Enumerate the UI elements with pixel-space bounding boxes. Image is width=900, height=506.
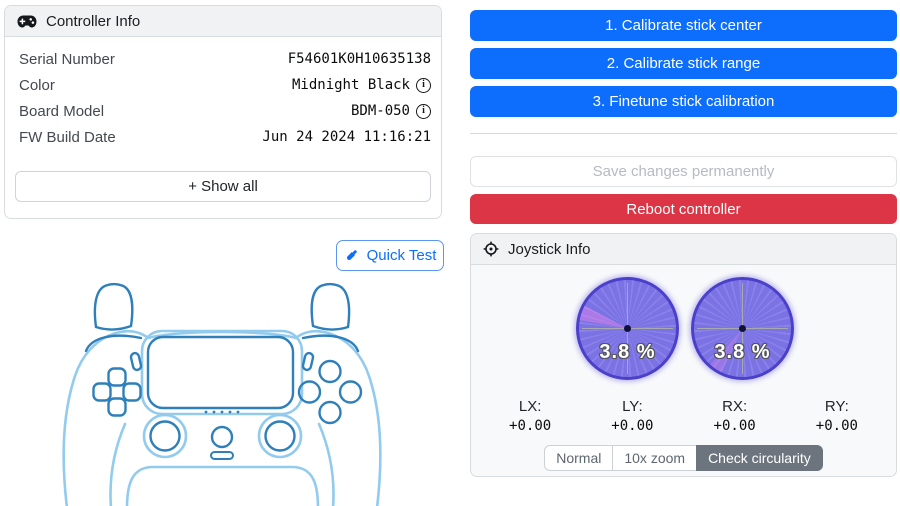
quick-test-label: Quick Test <box>366 247 437 264</box>
stick-position-dot <box>624 325 631 332</box>
axis-value: +0.00 <box>611 418 654 434</box>
axis-label: LX: <box>518 398 542 415</box>
ps-button <box>210 425 234 449</box>
mode-normal-button[interactable]: Normal <box>544 445 614 471</box>
left-stick-ring <box>142 413 188 459</box>
controller-info-title: Controller Info <box>46 12 141 30</box>
axis-ly: LY: +0.00 <box>581 398 683 434</box>
info-value: Jun 24 2024 11:16:21 <box>262 129 431 145</box>
axis-value: +0.00 <box>815 418 858 434</box>
info-value: BDM-050 <box>351 103 431 119</box>
info-row-serial: Serial Number F54601K0H10635138 <box>5 46 441 72</box>
stick-position-dot <box>739 325 746 332</box>
calibrate-stick-center-button[interactable]: 1. Calibrate stick center <box>470 10 897 41</box>
axis-value: +0.00 <box>713 418 756 434</box>
axis-readouts: LX: +0.00 LY: +0.00 RX: +0.00 RY: +0.00 <box>471 398 896 434</box>
cross-button <box>318 400 342 425</box>
info-row-color: Color Midnight Black <box>5 72 441 98</box>
left-bumper <box>84 334 143 353</box>
axis-label: LY: <box>622 398 643 415</box>
right-trigger <box>310 282 351 331</box>
test-vial-icon <box>344 248 359 263</box>
left-trigger <box>93 282 134 331</box>
axis-value: +0.00 <box>509 418 552 434</box>
speaker-dots <box>204 410 240 414</box>
calibrate-stick-range-button[interactable]: 2. Calibrate stick range <box>470 48 897 79</box>
reboot-controller-button[interactable]: Reboot controller <box>470 194 897 224</box>
mode-check-circularity-button[interactable]: Check circularity <box>696 445 823 471</box>
gamepad-icon <box>17 15 37 28</box>
controller-info-header: Controller Info <box>5 6 441 37</box>
info-icon[interactable] <box>416 103 431 119</box>
right-stick-ring <box>257 413 303 459</box>
info-label: Color <box>19 76 55 94</box>
info-label: Board Model <box>19 102 105 120</box>
info-value: Midnight Black <box>292 77 431 93</box>
info-row-board: Board Model BDM-050 <box>5 98 441 124</box>
joystick-info-title: Joystick Info <box>508 240 591 258</box>
divider <box>470 133 897 134</box>
square-button <box>297 380 322 404</box>
crosshair-icon <box>483 241 499 257</box>
right-stick <box>264 420 296 452</box>
right-circularity-error: 3.8 % <box>714 341 771 363</box>
right-grip-seam <box>317 422 335 506</box>
circle-button <box>338 380 363 404</box>
save-changes-button[interactable]: Save changes permanently <box>470 156 897 187</box>
stick-view-mode-group: Normal 10x zoom Check circularity <box>471 445 896 471</box>
axis-lx: LX: +0.00 <box>479 398 581 434</box>
left-grip-seam <box>109 422 127 506</box>
info-label: FW Build Date <box>19 128 116 146</box>
info-value: F54601K0H10635138 <box>287 51 431 67</box>
axis-label: RY: <box>824 398 849 415</box>
info-icon[interactable] <box>416 77 431 93</box>
axis-label: RX: <box>722 398 748 415</box>
controller-illustration <box>62 282 382 506</box>
options-button <box>301 351 315 372</box>
dpad-right <box>122 382 142 402</box>
create-button <box>129 351 143 372</box>
info-label: Serial Number <box>19 50 115 68</box>
axis-ry: RY: +0.00 <box>786 398 888 434</box>
mode-10x-zoom-button[interactable]: 10x zoom <box>612 445 698 471</box>
right-bumper <box>301 334 360 353</box>
triangle-button <box>318 359 342 384</box>
controller-info-card: Controller Info Serial Number F54601K0H1… <box>4 5 442 219</box>
mic-mute-button <box>210 451 234 460</box>
bottom-panel-seam <box>125 465 320 506</box>
show-all-button[interactable]: + Show all <box>15 171 431 202</box>
touchpad-seam <box>140 329 304 416</box>
dpad-down <box>107 397 127 417</box>
axis-rx: RX: +0.00 <box>684 398 786 434</box>
left-stick <box>149 420 181 452</box>
joystick-info-card: Joystick Info 3.8 % 3.8 % LX: +0.00 LY: … <box>470 233 897 477</box>
dpad-left <box>92 382 112 402</box>
quick-test-button[interactable]: Quick Test <box>336 240 444 271</box>
dpad-up <box>107 367 127 387</box>
left-stick-circularity-gauge: 3.8 % <box>576 277 679 380</box>
finetune-stick-calibration-button[interactable]: 3. Finetune stick calibration <box>470 86 897 117</box>
touchpad <box>146 335 295 410</box>
left-circularity-error: 3.8 % <box>599 341 656 363</box>
info-row-fw-date: FW Build Date Jun 24 2024 11:16:21 <box>5 124 441 150</box>
joystick-info-header: Joystick Info <box>471 234 896 265</box>
controller-info-rows: Serial Number F54601K0H10635138 Color Mi… <box>5 37 441 150</box>
right-stick-circularity-gauge: 3.8 % <box>691 277 794 380</box>
